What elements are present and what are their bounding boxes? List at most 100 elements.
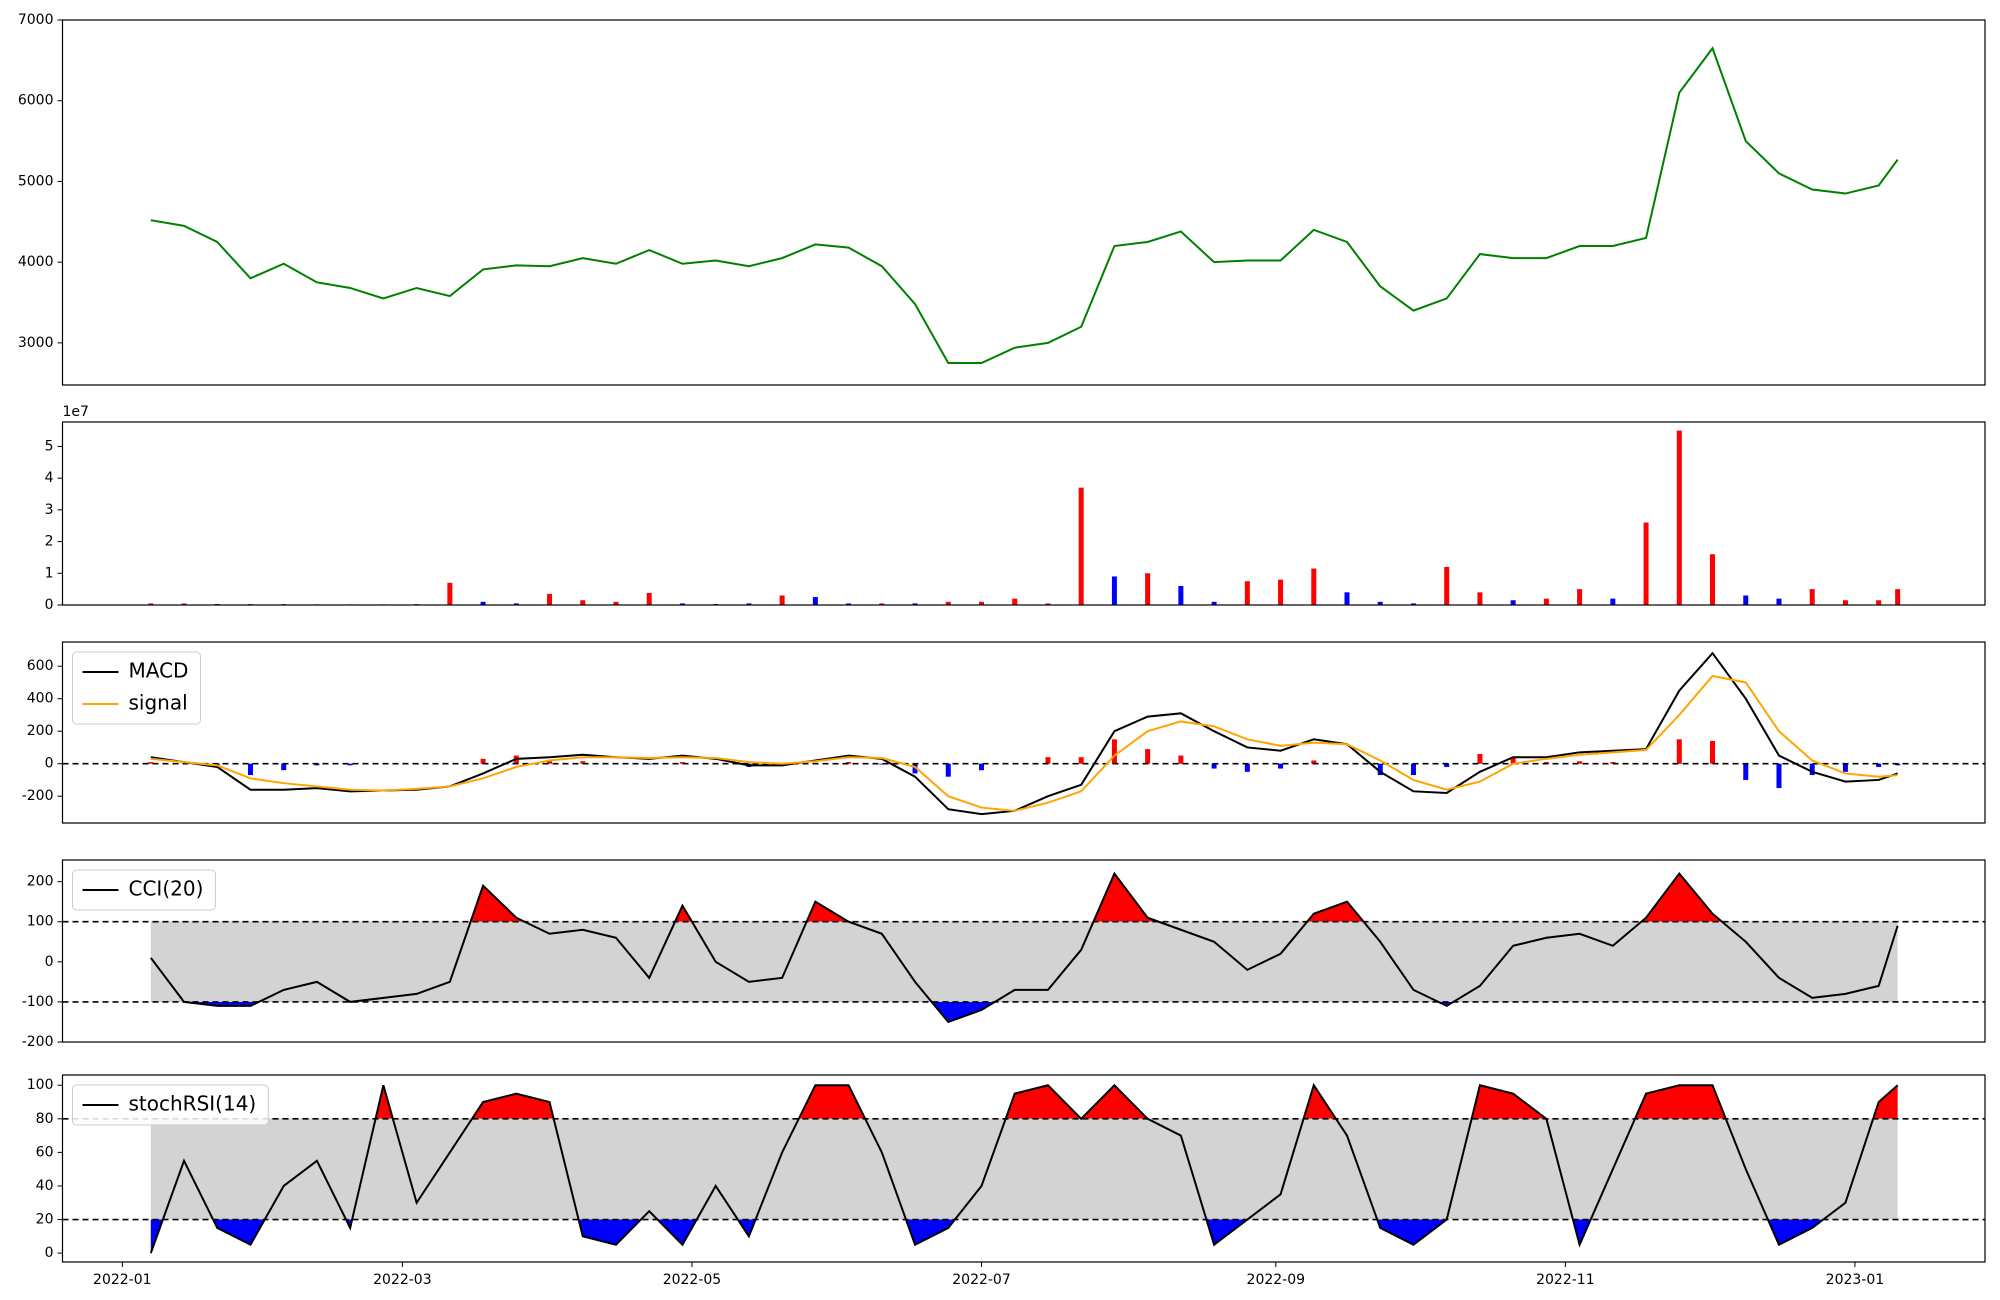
panel-frame — [61, 641, 1986, 824]
y-tick-label: 0 — [45, 954, 54, 970]
y-tick-label: 7000 — [18, 12, 54, 28]
x-tick-label: 2022-09 — [1247, 1272, 1306, 1288]
volume-bar — [513, 603, 519, 605]
histogram-bar — [1876, 763, 1882, 767]
volume-bar — [779, 595, 785, 605]
overbought-fill — [150, 1085, 1898, 1119]
volume-bar — [1145, 573, 1151, 605]
volume-bar — [1278, 579, 1284, 605]
histogram-bar — [1377, 763, 1383, 776]
x-tick-label: 2022-05 — [663, 1272, 722, 1288]
legend-label: CCI(20) — [129, 877, 204, 901]
y-tick-label: 3000 — [18, 335, 54, 351]
histogram-bar — [1444, 763, 1450, 767]
y-tick-label: 5000 — [18, 173, 54, 189]
y-tick-label: 200 — [27, 723, 54, 739]
oversold-fill — [150, 1219, 1824, 1254]
histogram-bar — [247, 763, 253, 776]
y-tick-label: 0 — [45, 756, 54, 772]
histogram-bar — [1145, 749, 1151, 764]
volume-bar — [646, 592, 652, 605]
y-tick-label: -100 — [22, 994, 54, 1010]
y-tick-label: 600 — [27, 658, 54, 674]
histogram-bar — [281, 763, 287, 771]
panel-frame — [61, 1074, 1986, 1263]
volume-bar — [879, 603, 885, 605]
volume-bar — [1577, 589, 1583, 605]
indicator-line — [149, 871, 1899, 1024]
y-tick-label: 0 — [45, 1245, 54, 1261]
y-tick-label: 80 — [36, 1111, 54, 1127]
panel-frame — [61, 859, 1986, 1043]
y-tick-label: 100 — [27, 1077, 54, 1093]
histogram-bar — [1278, 763, 1284, 769]
histogram-bar — [347, 763, 353, 766]
histogram-bar — [912, 763, 918, 774]
panel-frame — [61, 421, 1986, 606]
volume-bar — [1510, 600, 1516, 605]
volume-bar — [945, 601, 951, 605]
histogram-bar — [1045, 757, 1051, 764]
histogram-bar — [1078, 757, 1084, 764]
panel-frame — [61, 19, 1986, 386]
volume-bar — [580, 600, 586, 605]
neutral-band — [150, 1118, 1898, 1220]
histogram-bar — [846, 762, 852, 764]
volume-bar — [1012, 598, 1018, 605]
volume-bar — [1543, 598, 1549, 605]
histogram-bar — [1743, 763, 1749, 780]
volume-bar — [1842, 600, 1848, 605]
volume-bar — [1410, 603, 1416, 605]
y-tick-label: 400 — [27, 691, 54, 707]
histogram-bar — [148, 762, 154, 764]
volume-bar — [181, 603, 187, 605]
legend-box — [72, 1084, 269, 1126]
volume-bar — [1178, 585, 1184, 605]
histogram-bar — [1577, 761, 1583, 764]
y-tick-label: 60 — [36, 1144, 54, 1160]
volume-bar — [1045, 603, 1051, 605]
volume-bar — [1809, 589, 1815, 605]
histogram-bar — [1809, 763, 1815, 776]
x-tick-label: 2022-07 — [952, 1272, 1011, 1288]
volume-bar — [679, 603, 685, 605]
histogram-bar — [1477, 753, 1483, 764]
volume-bar — [1377, 601, 1383, 605]
histogram-bar — [646, 763, 652, 765]
legend-box — [72, 869, 216, 911]
axis-offset-label: 1e7 — [63, 404, 89, 420]
y-tick-label: 4 — [45, 470, 54, 486]
histogram-bar — [1111, 739, 1117, 764]
x-tick-label: 2022-01 — [93, 1272, 152, 1288]
y-tick-label: -200 — [22, 1034, 54, 1050]
volume-bar — [1676, 430, 1682, 605]
volume-bar — [480, 601, 486, 605]
histogram-bar — [1211, 763, 1217, 769]
histogram-bar — [1776, 763, 1782, 789]
x-tick-label: 2023-01 — [1826, 1272, 1885, 1288]
volume-bar — [1477, 592, 1483, 605]
y-tick-label: -200 — [22, 788, 54, 804]
x-tick-label: 2022-03 — [373, 1272, 432, 1288]
volume-bar — [447, 582, 453, 605]
histogram-bar — [1510, 757, 1516, 764]
y-tick-label: 2 — [45, 534, 54, 550]
volume-bar — [1876, 600, 1882, 605]
volume-bar — [1444, 566, 1450, 605]
volume-bar — [1776, 598, 1782, 605]
y-tick-label: 40 — [36, 1178, 54, 1194]
legend-label: stochRSI(14) — [129, 1092, 257, 1116]
histogram-bar — [679, 762, 685, 764]
y-tick-label: 1 — [45, 565, 54, 581]
histogram-bar — [1610, 762, 1616, 764]
y-tick-label: 20 — [36, 1212, 54, 1228]
volume-bar — [812, 597, 818, 605]
histogram-bar — [1410, 763, 1416, 776]
histogram-bar — [1842, 763, 1848, 772]
histogram-bar — [1244, 763, 1250, 772]
y-tick-label: 6000 — [18, 93, 54, 109]
neutral-band — [150, 921, 1898, 1002]
y-tick-label: 4000 — [18, 254, 54, 270]
volume-bar — [1643, 522, 1649, 605]
